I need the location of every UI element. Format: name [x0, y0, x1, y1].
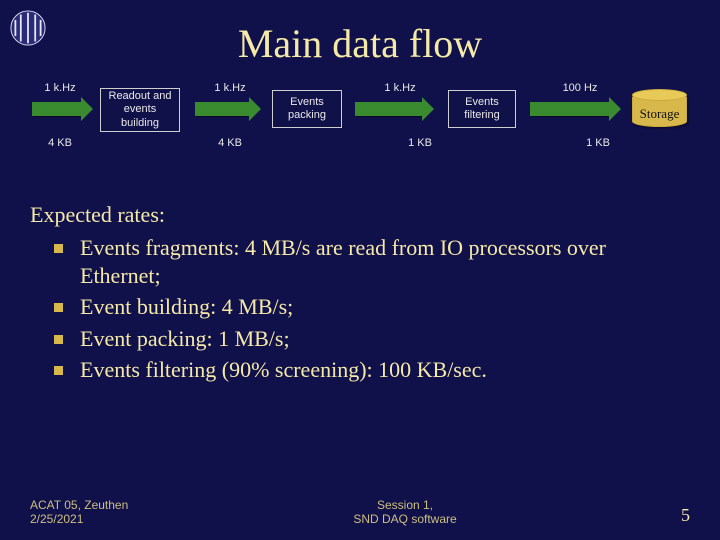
flow-arrow-4: [530, 102, 610, 116]
rate-label-1: 1 k.Hz: [40, 82, 80, 94]
footer-date: 2/25/2021: [30, 512, 180, 526]
page-title: Main data flow: [0, 0, 720, 77]
packing-box: Events packing: [272, 90, 342, 128]
flow-arrow-2: [195, 102, 250, 116]
list-item: Events filtering (90% screening): 100 KB…: [54, 356, 690, 384]
storage-cylinder: Storage: [632, 92, 687, 127]
list-item: Events fragments: 4 MB/s are read from I…: [54, 234, 690, 289]
flow-arrow-3: [355, 102, 423, 116]
rate-label-3: 1 k.Hz: [380, 82, 420, 94]
footer: ACAT 05, Zeuthen 2/25/2021 Session 1, SN…: [0, 498, 720, 526]
size-label-1: 4 KB: [40, 137, 80, 149]
rate-label-4: 100 Hz: [555, 82, 605, 94]
flow-arrow-1: [32, 102, 82, 116]
footer-session: Session 1,: [180, 498, 630, 512]
content-heading: Expected rates:: [30, 202, 690, 228]
list-item: Event packing: 1 MB/s;: [54, 325, 690, 353]
size-label-2: 4 KB: [210, 137, 250, 149]
flow-diagram: 1 k.Hz 4 KB Readout and events building …: [0, 82, 720, 192]
footer-software: SND DAQ software: [180, 512, 630, 526]
size-label-3: 1 KB: [400, 137, 440, 149]
footer-venue: ACAT 05, Zeuthen: [30, 498, 180, 512]
rate-label-2: 1 k.Hz: [210, 82, 250, 94]
list-item: Event building: 4 MB/s;: [54, 293, 690, 321]
filtering-box: Events filtering: [448, 90, 516, 128]
readout-box: Readout and events building: [100, 88, 180, 132]
size-label-4: 1 KB: [578, 137, 618, 149]
content-area: Expected rates: Events fragments: 4 MB/s…: [0, 192, 720, 384]
logo-icon: [10, 10, 46, 46]
page-number: 5: [630, 505, 690, 526]
storage-label: Storage: [632, 106, 687, 122]
content-list: Events fragments: 4 MB/s are read from I…: [30, 234, 690, 384]
